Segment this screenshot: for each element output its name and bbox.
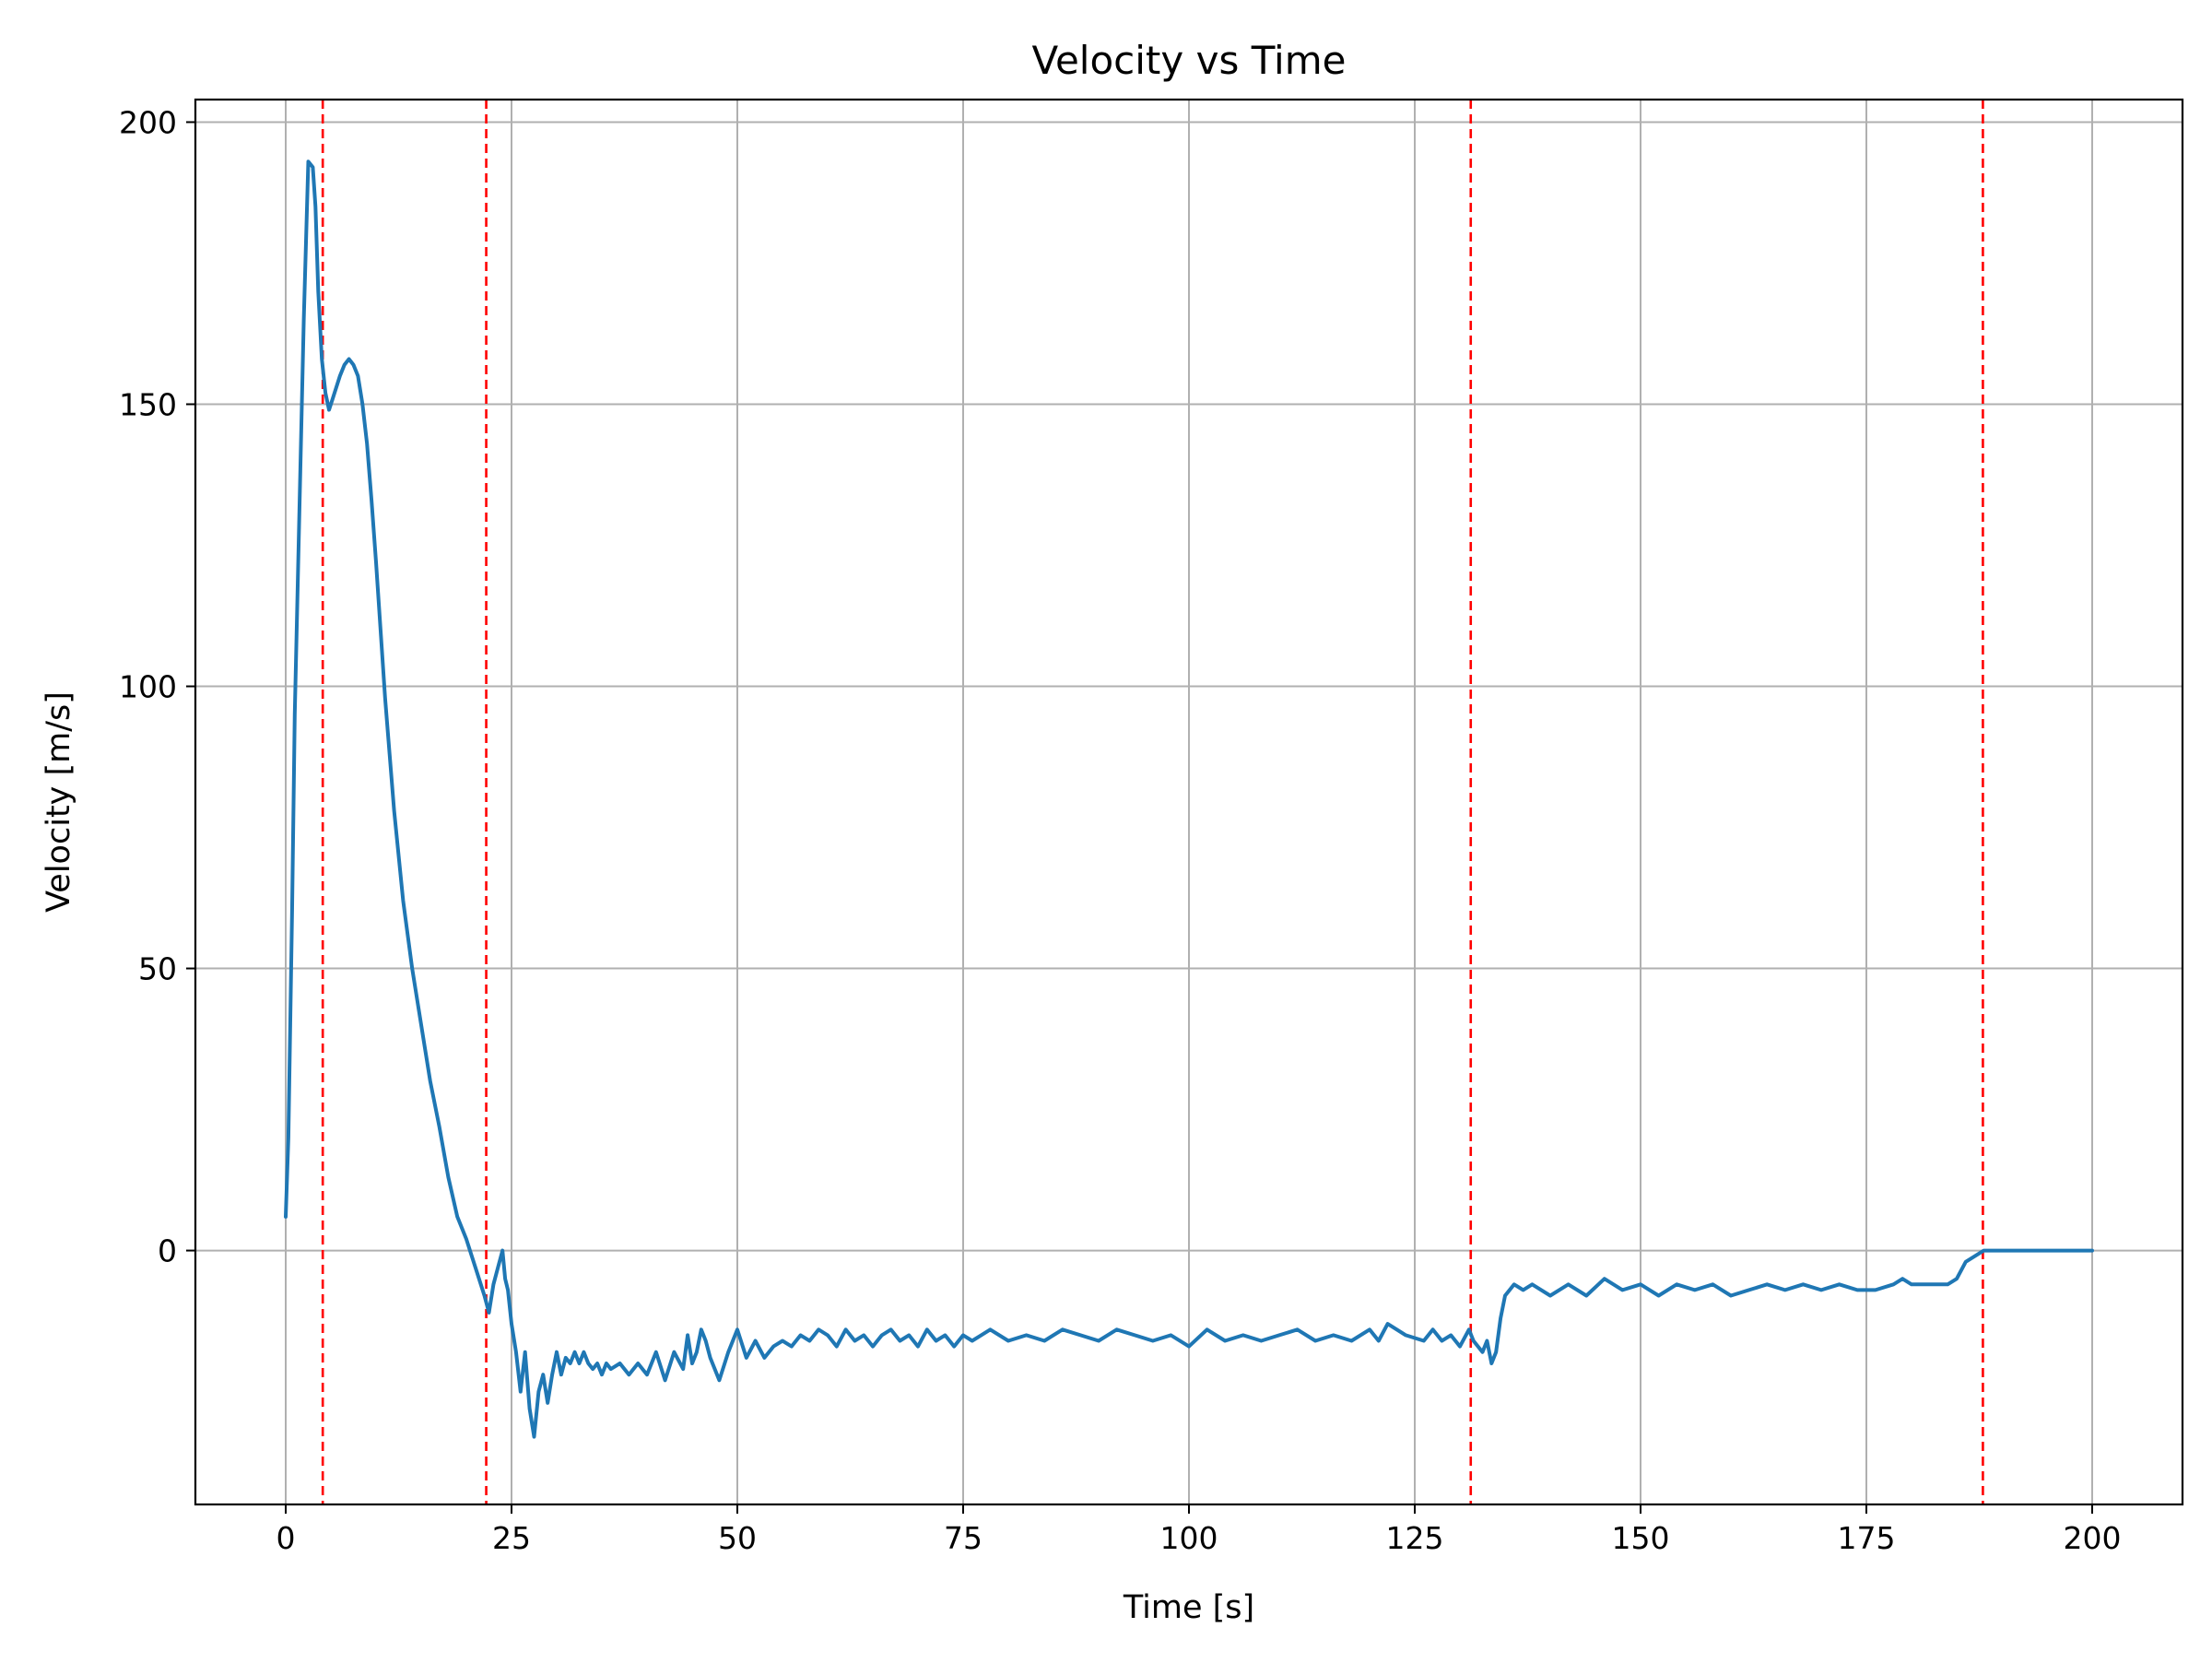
x-tick-label: 200 — [2064, 1520, 2122, 1556]
y-tick-label: 150 — [119, 387, 177, 423]
event-lines — [321, 100, 1984, 1504]
y-tick-label: 200 — [119, 104, 177, 140]
axis-ticks: 0 25 50 75 100 125 150 175 200 0 50 100 150 200 — [119, 104, 2122, 1556]
y-tick-label: 100 — [119, 669, 177, 705]
y-tick-label: 50 — [138, 951, 177, 987]
velocity-series-line — [284, 159, 2094, 1439]
x-tick-label: 75 — [944, 1520, 982, 1556]
x-tick-label: 175 — [1838, 1520, 1896, 1556]
x-axis-label: Time [s] — [1123, 1589, 1254, 1626]
x-tick-label: 150 — [1612, 1520, 1670, 1556]
x-tick-label: 100 — [1160, 1520, 1218, 1556]
chart-title: Velocity vs Time — [1032, 38, 1347, 83]
y-tick-label: 0 — [158, 1233, 177, 1269]
x-tick-label: 25 — [492, 1520, 531, 1556]
y-axis-label: Velocity [m/s] — [41, 691, 77, 913]
x-tick-label: 50 — [718, 1520, 757, 1556]
series-layer — [284, 159, 2094, 1439]
grid-lines — [195, 100, 2183, 1504]
x-tick-label: 125 — [1386, 1520, 1444, 1556]
x-tick-label: 0 — [276, 1520, 296, 1556]
